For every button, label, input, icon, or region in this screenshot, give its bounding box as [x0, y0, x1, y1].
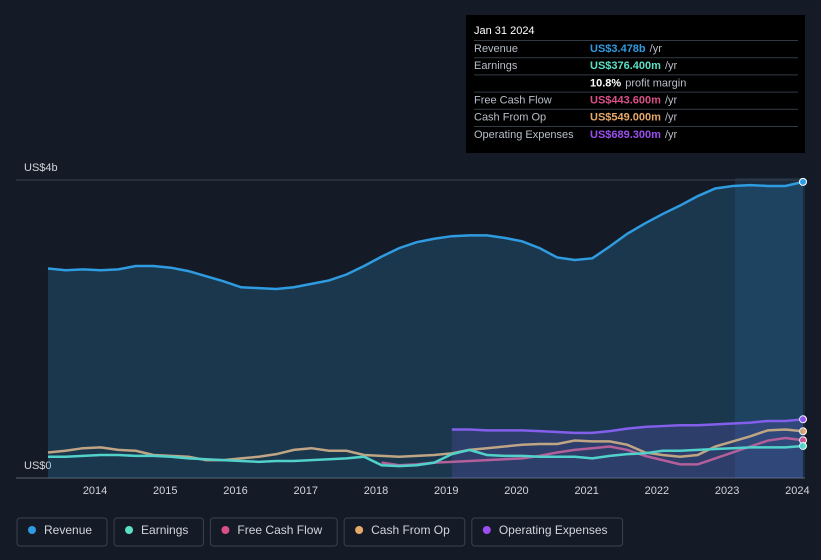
grid: US$0 US$4b 2014 2015 2016 2017 2018 2019 2020 202…	[16, 162, 810, 497]
x-tick-label: 2022	[645, 485, 669, 497]
tooltip-value: US$376.400m	[590, 60, 661, 72]
end-point	[799, 415, 807, 424]
legend-label: Operating Expenses	[499, 523, 608, 537]
legend-swatch	[221, 526, 230, 534]
y-tick-label: US$0	[24, 460, 52, 472]
end-point	[799, 427, 807, 436]
legend-item[interactable]: Revenue	[16, 517, 108, 547]
legend-label: Cash From Op	[371, 523, 450, 537]
tooltip-title: Jan 31 2024	[474, 25, 535, 37]
tooltip-value: US$549.000m	[590, 112, 661, 124]
tooltip-value: US$689.300m	[590, 129, 661, 141]
legend-box	[209, 517, 338, 547]
y-tick-label: US$4b	[24, 162, 58, 174]
x-tick-label: 2014	[83, 485, 107, 497]
series-line	[48, 444, 804, 468]
legend-label: Free Cash Flow	[237, 523, 322, 537]
tooltip-label: Operating Expenses	[474, 129, 574, 141]
tooltip-value: US$443.600m	[590, 95, 661, 107]
tooltip-unit: /yr	[665, 95, 678, 107]
highlight-band	[735, 178, 805, 478]
tooltip-unit: profit margin	[625, 77, 686, 89]
legend-box	[471, 517, 624, 547]
legend-box	[113, 517, 204, 547]
x-tick-label: 2015	[153, 485, 177, 497]
tooltip-unit: /yr	[665, 60, 678, 72]
x-tick-label: 2019	[434, 485, 458, 497]
tooltip-box	[466, 15, 805, 153]
tooltip-unit: /yr	[665, 112, 678, 124]
tooltip-value: 10.8%	[590, 77, 621, 89]
legend-swatch	[355, 526, 364, 534]
tooltip: Jan 31 2024 Revenue US$3.478b/yr Earnings US…	[466, 15, 805, 153]
legend-label: Revenue	[44, 523, 92, 537]
series-line	[47, 180, 804, 291]
series-line	[451, 418, 804, 435]
tooltip-label: Free Cash Flow	[474, 95, 552, 107]
legend-swatch	[28, 526, 36, 534]
series-area	[48, 181, 803, 478]
legend-box	[343, 517, 466, 547]
x-tick-label: 2020	[504, 485, 528, 497]
tooltip-label: Revenue	[474, 43, 518, 55]
end-point	[799, 177, 807, 186]
plot-area	[47, 177, 807, 478]
series-line	[381, 436, 804, 467]
tooltip-value: US$3.478b	[590, 43, 646, 55]
legend-box	[16, 517, 108, 547]
legend-label: Earnings	[141, 523, 188, 537]
legend: Revenue Earnings Free Cash Flow Cash From O…	[16, 517, 624, 547]
end-point	[799, 441, 807, 450]
tooltip-unit: /yr	[665, 129, 678, 141]
tooltip-unit: /yr	[650, 43, 663, 55]
x-tick-label: 2017	[294, 485, 318, 497]
x-tick-label: 2016	[223, 485, 247, 497]
x-tick-label: 2023	[715, 485, 739, 497]
legend-swatch	[125, 526, 134, 534]
legend-item[interactable]: Earnings	[113, 517, 204, 547]
tooltip-label: Earnings	[474, 60, 518, 72]
legend-swatch	[482, 526, 491, 534]
tooltip-label: Cash From Op	[474, 112, 546, 124]
legend-item[interactable]: Cash From Op	[343, 517, 466, 547]
legend-item[interactable]: Operating Expenses	[471, 517, 624, 547]
x-tick-label: 2024	[785, 485, 809, 497]
x-tick-label: 2021	[574, 485, 598, 497]
x-tick-label: 2018	[364, 485, 388, 497]
legend-item[interactable]: Free Cash Flow	[209, 517, 338, 547]
